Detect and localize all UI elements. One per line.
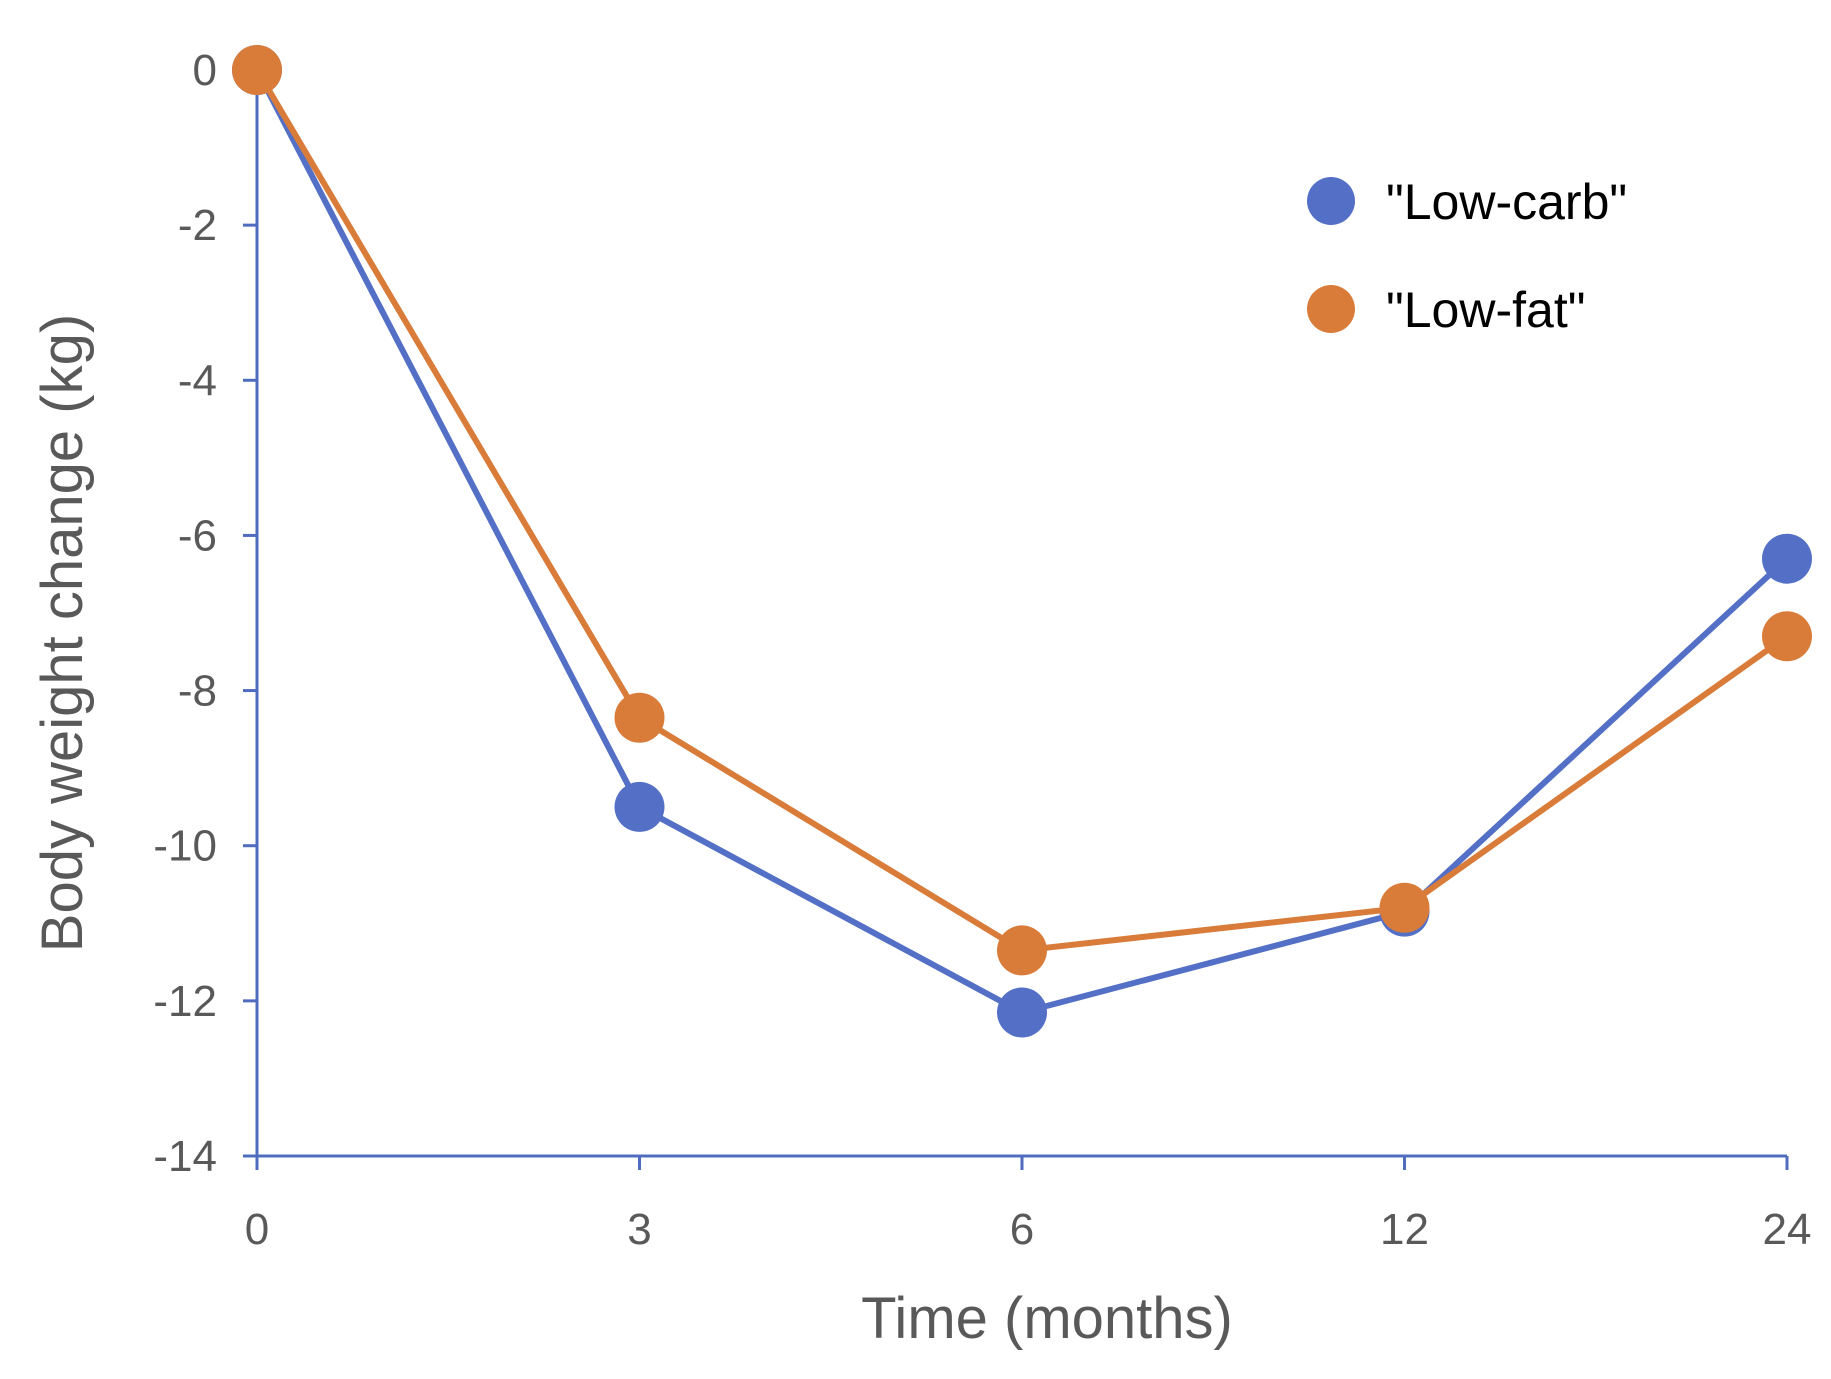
y-tick-label: 0 <box>193 46 217 95</box>
data-point <box>614 781 665 832</box>
y-tick-label: -14 <box>153 1132 217 1181</box>
y-tick-label: -12 <box>153 977 217 1026</box>
x-tick-label: 0 <box>245 1205 269 1254</box>
legend-marker <box>1307 285 1355 333</box>
y-axis-title: Body weight change (kg) <box>30 314 95 952</box>
data-point <box>1762 533 1812 584</box>
y-tick-label: -2 <box>178 201 217 250</box>
y-tick-label: -8 <box>178 667 217 716</box>
legend-label: "Low-fat" <box>1386 282 1585 338</box>
x-axis-title: Time (months) <box>861 1286 1233 1351</box>
series-layer <box>232 45 1812 1038</box>
data-point <box>997 987 1047 1038</box>
legend-label: "Low-carb" <box>1386 174 1627 230</box>
x-tick-label: 12 <box>1380 1205 1429 1254</box>
series-low-fat <box>232 45 1812 976</box>
data-point <box>614 692 665 743</box>
x-tick-label: 6 <box>1010 1205 1034 1254</box>
legend: "Low-carb" "Low-fat" <box>1307 174 1627 338</box>
data-point <box>1379 882 1430 933</box>
x-tick-label: 24 <box>1763 1205 1812 1254</box>
y-tick-label: -6 <box>178 511 217 560</box>
data-point <box>1762 611 1812 662</box>
data-point <box>997 925 1047 976</box>
axes: 0 -2 -4 -6 -8 -10 -12 -14 0 3 6 12 24 <box>153 46 1811 1254</box>
x-tick-label: 3 <box>627 1205 651 1254</box>
legend-marker <box>1307 177 1355 225</box>
y-tick-label: -10 <box>153 822 217 871</box>
data-point <box>232 45 282 95</box>
y-tick-label: -4 <box>178 356 217 405</box>
